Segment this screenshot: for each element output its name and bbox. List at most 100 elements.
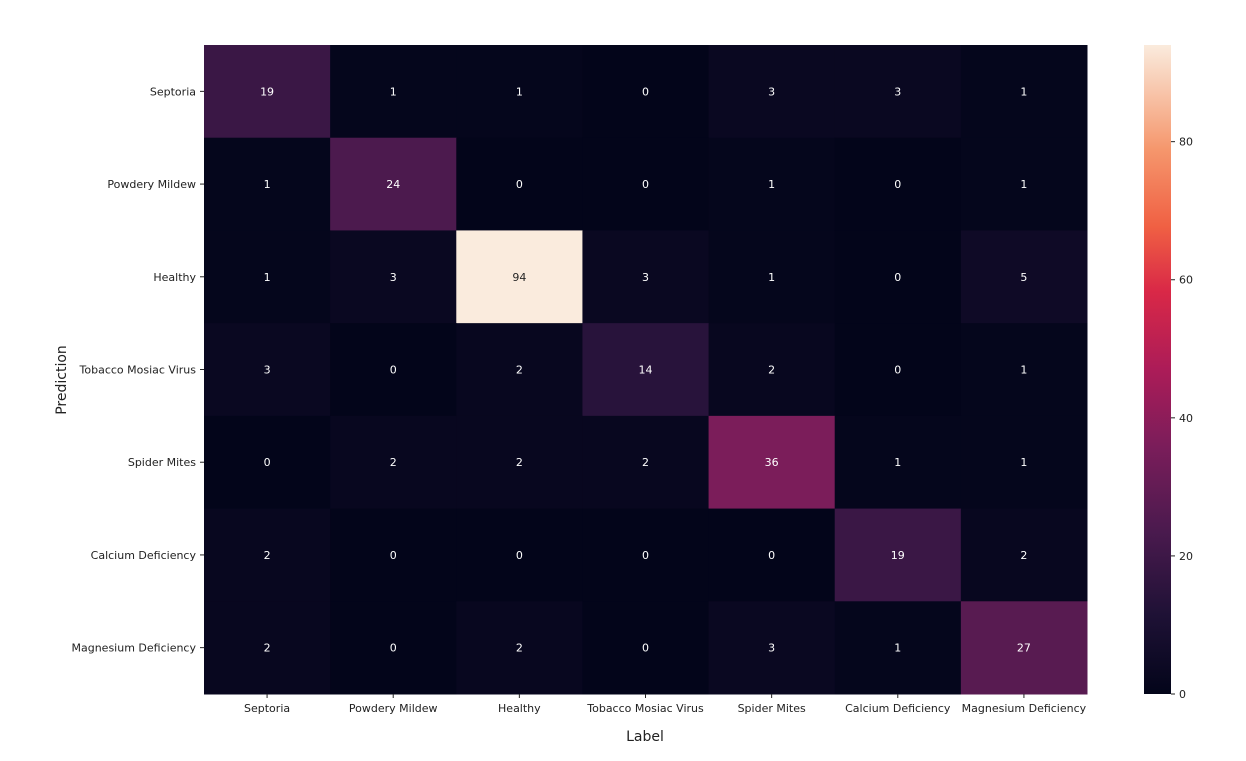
cell-value-label: 0 (642, 549, 649, 562)
cell-value-label: 0 (390, 364, 397, 377)
x-tick-label: Healthy (498, 702, 541, 715)
cell-value-label: 0 (516, 549, 523, 562)
heatmap-cell (330, 137, 457, 231)
heatmap-cell (582, 323, 710, 417)
colorbar-tick-label: 60 (1179, 274, 1193, 287)
cell-value-label: 2 (516, 456, 523, 469)
cell-value-label: 0 (642, 642, 649, 655)
heatmap-cell (456, 323, 583, 417)
cell-value-label: 24 (386, 178, 400, 191)
heatmap-cell (960, 230, 1088, 324)
heatmap-cell (708, 415, 836, 510)
heatmap-cell (204, 45, 331, 139)
heatmap-cell (960, 323, 1088, 417)
cell-value-label: 1 (264, 178, 271, 191)
cell-value-label: 3 (390, 271, 397, 284)
heatmap-cell (582, 45, 710, 139)
cell-value-label: 1 (1020, 178, 1027, 191)
colorbar-ticks: 0 20 40 60 80 (1171, 136, 1193, 701)
cell-value-label: 1 (894, 456, 901, 469)
x-tick-label: Tobacco Mosiac Virus (586, 702, 704, 715)
cell-value-label: 3 (642, 271, 649, 284)
heatmap-cell (582, 230, 710, 324)
x-tick-label: Spider Mites (738, 702, 806, 715)
cell-value-label: 2 (264, 642, 271, 655)
heatmap-cell (960, 508, 1088, 602)
x-tick-label: Calcium Deficiency (845, 702, 951, 715)
cell-value-label: 2 (264, 549, 271, 562)
y-tick-label: Magnesium Deficiency (72, 642, 197, 655)
heatmap-cell (834, 137, 962, 231)
heatmap-cell (708, 230, 836, 324)
cell-value-label: 19 (891, 549, 905, 562)
cell-value-label: 1 (516, 85, 523, 98)
heatmap-cell (960, 137, 1088, 231)
cell-value-label: 0 (894, 271, 901, 284)
cell-value-label: 2 (516, 364, 523, 377)
x-tick-label: Septoria (244, 702, 290, 715)
cell-value-label: 0 (390, 549, 397, 562)
y-tick-label: Powdery Mildew (107, 178, 196, 191)
heatmap-cell (456, 415, 583, 510)
heatmap-cell (708, 508, 836, 602)
x-tick-label: Magnesium Deficiency (962, 702, 1087, 715)
y-tick-labels: Septoria Powdery Mildew Healthy Tobacco Mos… (72, 85, 204, 655)
heatmap-cell (834, 45, 962, 139)
heatmap-cell (456, 45, 583, 139)
heatmap-cell (708, 601, 836, 695)
cell-value-label: 1 (1020, 364, 1027, 377)
heatmap-cell (204, 230, 331, 324)
cell-value-label: 1 (390, 85, 397, 98)
heatmap-cell (456, 601, 583, 695)
heatmap-cell (582, 415, 710, 510)
cell-value-label: 27 (1017, 642, 1031, 655)
cell-value-label: 19 (260, 85, 274, 98)
heatmap-cell (330, 230, 457, 324)
heatmap-cell (204, 508, 331, 602)
cell-value-label: 2 (516, 642, 523, 655)
colorbar-tick-label: 80 (1179, 136, 1193, 149)
heatmap-cell (960, 45, 1088, 139)
y-tick-label: Tobacco Mosiac Virus (79, 364, 197, 377)
cell-value-label: 0 (516, 178, 523, 191)
cell-value-label: 1 (768, 178, 775, 191)
cell-value-label: 2 (768, 364, 775, 377)
cell-value-label: 3 (768, 642, 775, 655)
y-tick-label: Septoria (150, 85, 196, 98)
heatmap-cell (330, 323, 457, 417)
heatmap-cell (204, 415, 331, 510)
cell-value-label: 0 (894, 178, 901, 191)
cell-value-label: 0 (642, 178, 649, 191)
colorbar-tick-label: 40 (1179, 412, 1193, 425)
cell-value-label: 2 (1020, 549, 1027, 562)
cell-value-label: 0 (642, 85, 649, 98)
y-tick-label: Healthy (153, 271, 196, 284)
heatmap-cell (708, 137, 836, 231)
heatmap-cell (330, 415, 457, 510)
heatmap-cell (204, 323, 331, 417)
heatmap-cell (330, 508, 457, 602)
heatmap-cell (960, 415, 1088, 510)
cell-value-label: 3 (768, 85, 775, 98)
heatmap-cell (582, 508, 710, 602)
x-axis-label: Label (626, 729, 664, 745)
heatmap-cell (708, 323, 836, 417)
cell-value-label: 1 (894, 642, 901, 655)
cell-value-label: 0 (894, 364, 901, 377)
heatmap-cell (960, 601, 1088, 695)
cell-value-label: 5 (1020, 271, 1027, 284)
heatmap-cell (204, 137, 331, 231)
heatmap-cell (330, 45, 457, 139)
heatmap-cell (456, 137, 583, 231)
cell-value-label: 0 (390, 642, 397, 655)
heatmap-cell (582, 601, 710, 695)
colorbar (1144, 45, 1171, 694)
heatmap-cell (330, 601, 457, 695)
y-tick-label: Calcium Deficiency (91, 549, 197, 562)
x-tick-label: Powdery Mildew (349, 702, 438, 715)
cell-value-label: 1 (1020, 85, 1027, 98)
cell-value-label: 3 (264, 364, 271, 377)
cell-value-label: 0 (264, 456, 271, 469)
cell-value-label: 2 (642, 456, 649, 469)
